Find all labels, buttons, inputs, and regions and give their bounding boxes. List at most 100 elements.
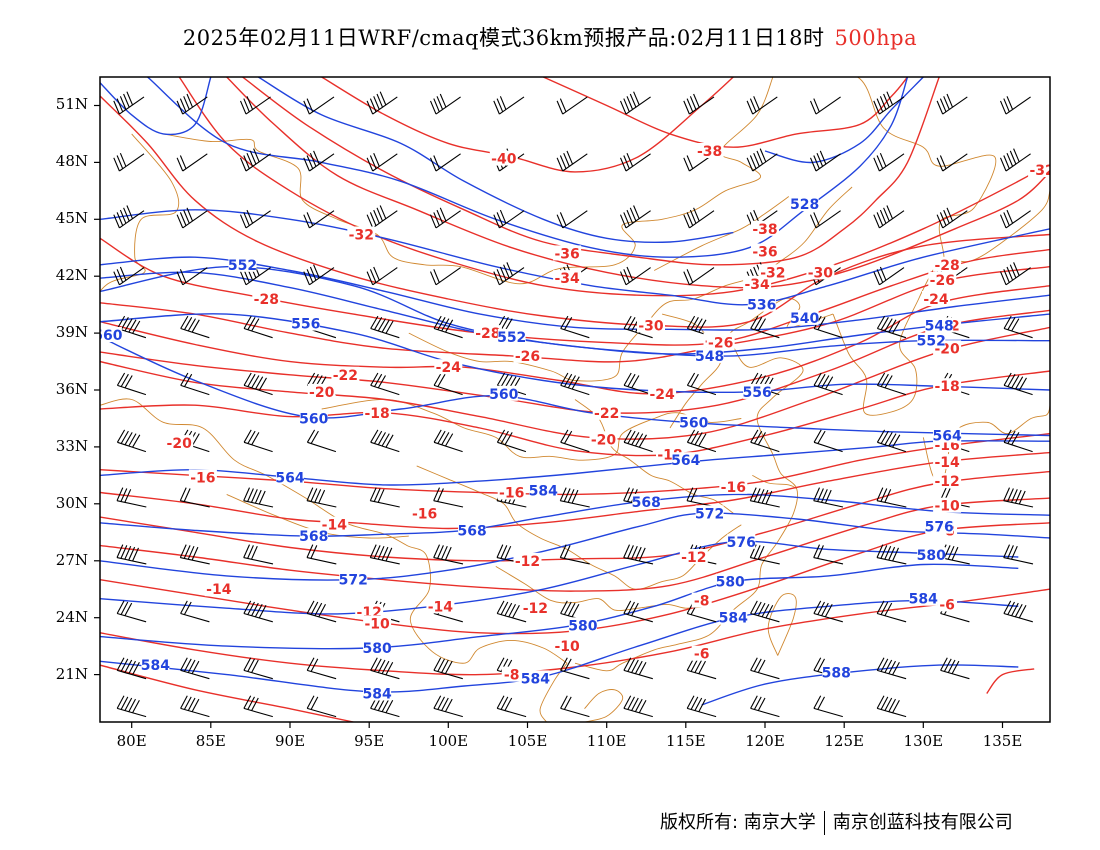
coastline-segment <box>539 662 568 722</box>
contour-label-bg <box>706 334 735 350</box>
lat-label: 42N <box>55 266 88 285</box>
contour-label: 572 <box>339 573 368 589</box>
height-contour <box>257 77 734 244</box>
wind-barb <box>370 315 400 339</box>
lat-label: 21N <box>55 664 88 683</box>
wind-barb <box>876 315 907 339</box>
contour-label-bg <box>679 549 708 564</box>
contour-label: 548 <box>925 319 954 335</box>
wind-barb <box>809 210 841 229</box>
contour-label: 564 <box>671 453 700 469</box>
contour-label: 556 <box>291 317 320 333</box>
wind-barb <box>429 153 461 172</box>
wind-barb <box>306 657 337 680</box>
wind-barb <box>559 544 590 565</box>
wind-barb <box>116 315 147 339</box>
contour-label: 584 <box>521 671 550 687</box>
wind-barb <box>366 205 398 229</box>
contour-label-bg <box>917 332 946 348</box>
contour-label-bg <box>922 291 950 306</box>
wind-barb <box>493 96 525 115</box>
temperature-contour <box>100 497 1050 592</box>
wind-barb <box>999 262 1031 286</box>
contour-label-bg <box>589 431 618 447</box>
coastline-segment <box>163 77 774 285</box>
lat-label: 51N <box>55 95 88 114</box>
wind-barb <box>113 91 145 115</box>
contour-label: -34 <box>744 277 770 293</box>
height-contour <box>100 493 1050 537</box>
lat-label: 48N <box>55 152 88 171</box>
wind-barb <box>1003 429 1033 453</box>
contour-label-bg <box>719 478 748 494</box>
contour-label: -28 <box>475 326 500 342</box>
height-contours <box>100 77 1050 706</box>
wind-barb <box>560 429 590 453</box>
wind-barb <box>749 487 780 508</box>
wind-barb <box>113 152 145 172</box>
wind-barb <box>809 96 841 115</box>
wind-barb <box>370 429 400 453</box>
wind-barb <box>940 657 970 680</box>
wind-barb <box>180 315 210 339</box>
contour-label: -12 <box>523 601 548 617</box>
contour-label-bg <box>917 547 946 563</box>
wind-barb <box>873 91 905 115</box>
contour-label-bg <box>691 645 712 661</box>
wind-barb <box>876 429 907 453</box>
wind-barb <box>176 267 208 286</box>
wind-barb <box>623 695 653 718</box>
contour-label: -32 <box>1029 163 1054 179</box>
contour-label: 580 <box>568 618 597 634</box>
contour-label-bg <box>228 256 257 272</box>
wind-barb <box>1003 315 1033 339</box>
contour-labels: -40 -38-38-36 -36-34 -34-32-32-32-30-30-28-… <box>100 143 1054 703</box>
contour-label: -12 <box>681 550 706 566</box>
lon-label: 130E <box>903 732 944 750</box>
wind-barb <box>560 372 590 396</box>
wind-barb <box>1003 600 1033 623</box>
contour-label-bg <box>790 309 819 325</box>
wind-barb <box>243 695 273 718</box>
wind-barb <box>813 487 844 508</box>
wind-barb <box>686 372 717 396</box>
wind-barb <box>876 544 907 565</box>
wind-barb <box>876 600 907 623</box>
contour-label-bg <box>489 150 518 166</box>
wind-barb <box>683 267 715 286</box>
wind-barb <box>496 695 527 718</box>
height-contour <box>100 336 1050 437</box>
contour-label-bg <box>937 596 958 612</box>
wind-barb <box>813 695 843 718</box>
contour-label-bg <box>743 383 772 399</box>
wind-barb <box>999 96 1031 115</box>
lon-label: 90E <box>274 732 306 750</box>
contour-label: -30 <box>808 265 834 281</box>
contour-label: -6 <box>939 597 955 613</box>
lat-label: 45N <box>55 209 88 228</box>
contour-label: -14 <box>428 599 454 615</box>
wind-barb <box>813 372 843 396</box>
contour-label-bg <box>363 685 392 701</box>
temperature-contour <box>100 309 1050 414</box>
wind-barb <box>560 657 590 680</box>
wind-barb <box>180 657 210 680</box>
coastline-segment <box>772 77 997 271</box>
wind-barb <box>873 152 905 172</box>
wind-barb <box>623 657 653 680</box>
contour-label: -26 <box>708 336 733 352</box>
contour-label-bg <box>928 272 957 287</box>
contour-label: 556 <box>742 385 771 401</box>
contour-label: 536 <box>747 298 776 314</box>
coastline-segment <box>767 593 797 656</box>
wind-barb <box>433 372 463 396</box>
wind-barb <box>876 657 907 680</box>
coastline-segment <box>653 196 790 271</box>
contour-label: 580 <box>362 641 391 657</box>
contour-label-bg <box>553 270 582 286</box>
wind-barb <box>493 209 525 229</box>
wind-barb <box>243 315 273 339</box>
lon-label: 100E <box>428 732 469 750</box>
lon-label: 95E <box>354 732 385 750</box>
